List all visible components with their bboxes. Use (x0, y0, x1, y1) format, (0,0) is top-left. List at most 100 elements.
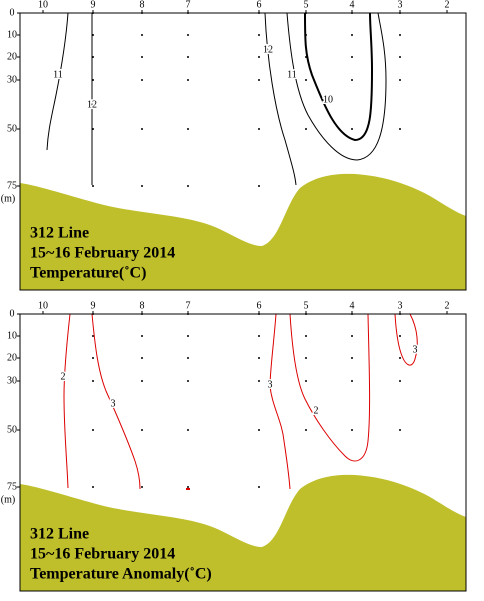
panel-title: 15~16 February 2014 (30, 245, 175, 262)
depth-label: 0 (10, 7, 15, 18)
station-dot (187, 34, 189, 36)
station-dot (141, 429, 143, 431)
station-label: 10 (38, 0, 48, 10)
depth-label: 50 (7, 123, 17, 134)
station-dot (187, 185, 189, 187)
station-dot (258, 357, 260, 359)
contour-label: 12 (263, 44, 273, 55)
panel-title: 312 Line (30, 526, 89, 543)
depth-label: 0 (10, 308, 15, 319)
station-dot (351, 357, 353, 359)
station-dot (399, 357, 401, 359)
panel-title: Temperature(˚C) (30, 265, 146, 282)
contour-line (286, 12, 387, 161)
station-dot (141, 185, 143, 187)
station-label: 7 (186, 300, 191, 311)
contour-line (304, 12, 374, 142)
contour-label: 3 (413, 344, 418, 355)
depth-label: 75 (7, 481, 17, 492)
station-dot (187, 335, 189, 337)
station-dot (258, 56, 260, 58)
panel-title: 312 Line (30, 225, 89, 242)
station-dot (92, 357, 94, 359)
station-dot (351, 56, 353, 58)
station-dot (305, 128, 307, 130)
station-dot (141, 79, 143, 81)
station-label: 3 (398, 300, 403, 311)
station-dot (305, 335, 307, 337)
station-label: 9 (91, 0, 96, 10)
station-dot (305, 79, 307, 81)
station-dot (258, 429, 260, 431)
station-dot (187, 128, 189, 130)
contour-label: 12 (87, 99, 97, 110)
station-dot (141, 128, 143, 130)
depth-label: 10 (7, 330, 17, 341)
station-dot (399, 34, 401, 36)
contour-line (289, 313, 371, 462)
station-dot (351, 128, 353, 130)
station-dot (141, 380, 143, 382)
contour-line (394, 313, 418, 366)
station-dot (141, 56, 143, 58)
contour-line (91, 313, 141, 490)
station-dot (92, 380, 94, 382)
station-dot (187, 486, 189, 488)
contour-line (46, 12, 69, 151)
depth-label: 30 (7, 74, 17, 85)
station-dot (141, 34, 143, 36)
station-label: 6 (257, 0, 262, 10)
station-dot (305, 380, 307, 382)
station-dot (258, 128, 260, 130)
station-label: 8 (140, 0, 145, 10)
depth-label: 50 (7, 424, 17, 435)
station-dot (258, 34, 260, 36)
contour-label: 11 (53, 69, 63, 80)
contour-line (269, 313, 291, 490)
station-dot (92, 335, 94, 337)
depth-label: 20 (7, 51, 17, 62)
contour-label: 11 (287, 69, 297, 80)
station-dot (187, 380, 189, 382)
station-dot (399, 56, 401, 58)
panel-title: Temperature Anomaly(˚C) (30, 566, 212, 583)
depth-label: 10 (7, 29, 17, 40)
station-dot (258, 486, 260, 488)
station-dot (187, 357, 189, 359)
station-dot (92, 185, 94, 187)
contour-label: 3 (111, 398, 116, 409)
station-dot (258, 380, 260, 382)
contour-label: 3 (268, 379, 273, 390)
panel-title: 15~16 February 2014 (30, 546, 175, 563)
station-label: 5 (304, 0, 309, 10)
contour-label: 10 (323, 94, 333, 105)
station-dot (141, 486, 143, 488)
station-dot (399, 79, 401, 81)
station-label: 5 (304, 300, 309, 311)
station-dot (351, 335, 353, 337)
station-label: 9 (91, 300, 96, 311)
depth-unit: (m) (1, 193, 15, 204)
station-dot (351, 380, 353, 382)
station-dot (399, 128, 401, 130)
station-dot (187, 56, 189, 58)
station-dot (92, 429, 94, 431)
frame (19, 313, 467, 592)
station-label: 4 (350, 300, 355, 311)
station-dot (141, 357, 143, 359)
station-dot (92, 486, 94, 488)
seafloor (20, 474, 466, 591)
station-dot (351, 429, 353, 431)
station-label: 3 (398, 0, 403, 10)
station-dot (305, 357, 307, 359)
station-dot (305, 429, 307, 431)
station-label: 7 (186, 0, 191, 10)
frame (19, 12, 467, 291)
depth-label: 30 (7, 375, 17, 386)
depth-unit: (m) (1, 494, 15, 505)
station-dot (258, 79, 260, 81)
station-label: 6 (257, 300, 262, 311)
